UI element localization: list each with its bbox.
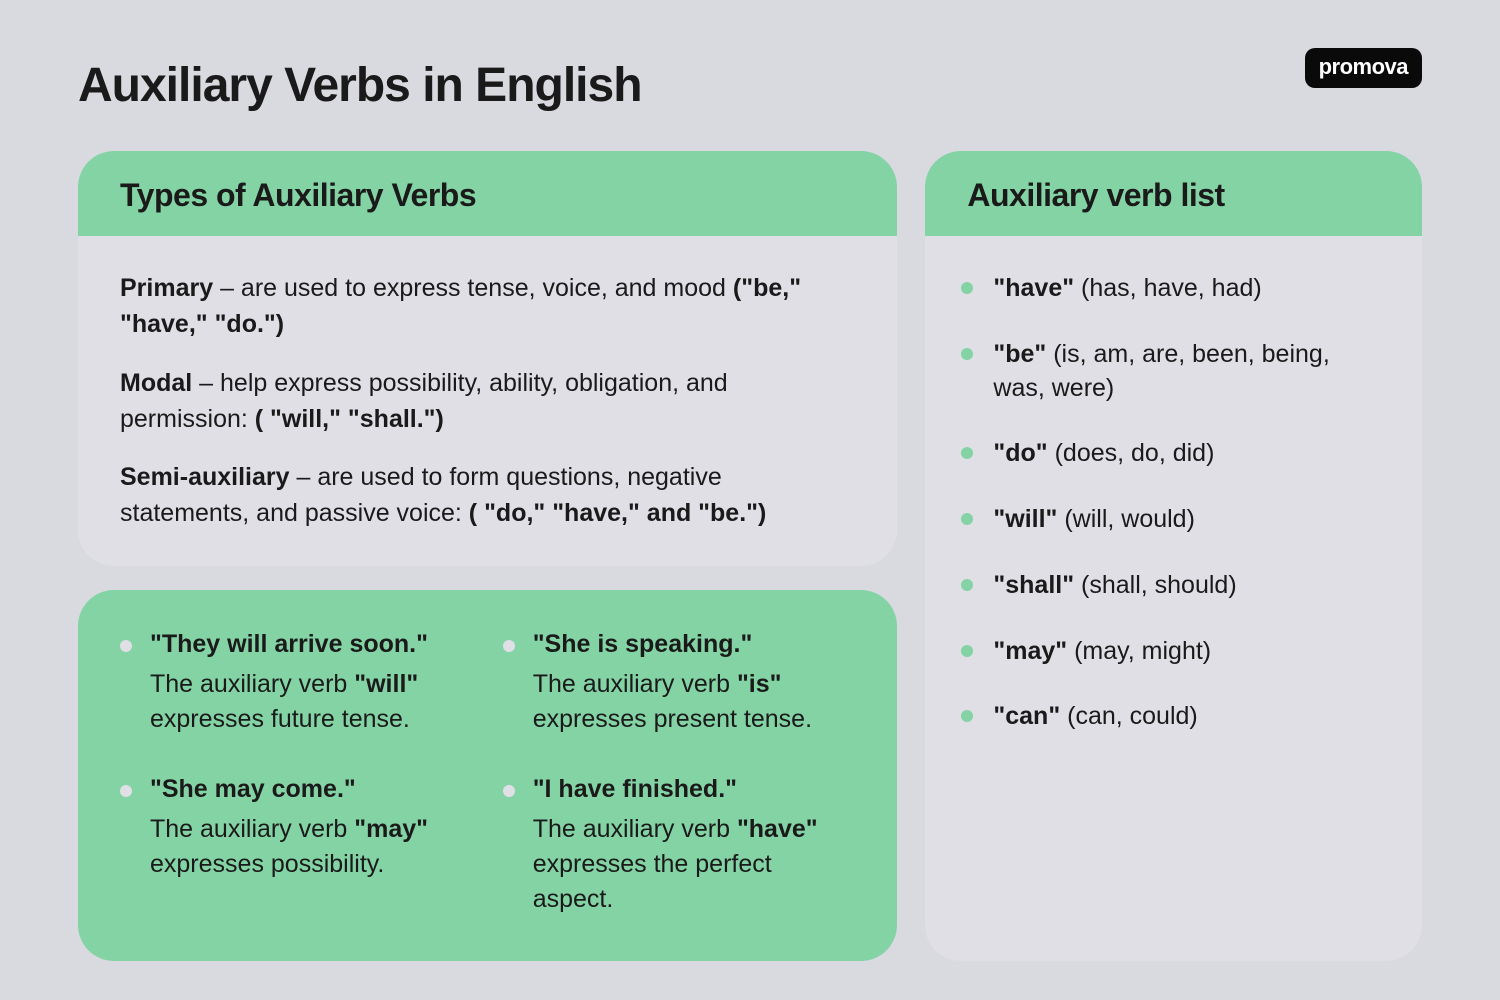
explain-post: expresses possibility. <box>150 850 384 878</box>
explain-bold: "may" <box>354 815 428 843</box>
example-quote: "I have finished." <box>533 775 856 804</box>
explain-pre: The auxiliary verb <box>150 815 354 843</box>
explain-pre: The auxiliary verb <box>533 815 737 843</box>
example-explanation: The auxiliary verb "will" expresses futu… <box>150 667 473 737</box>
content-columns: Types of Auxiliary Verbs Primary – are u… <box>78 151 1422 961</box>
page-title: Auxiliary Verbs in English <box>78 58 1422 113</box>
verb-term: "do" <box>993 439 1047 467</box>
example-item: "She is speaking." The auxiliary verb "i… <box>503 630 856 737</box>
verb-term: "have" <box>993 274 1074 302</box>
examples-panel: "They will arrive soon." The auxiliary v… <box>78 590 897 961</box>
explain-post: expresses the perfect aspect. <box>533 850 772 913</box>
list-item: "have" (has, have, had) <box>961 272 1386 306</box>
verb-forms: (will, would) <box>1057 505 1195 533</box>
verb-forms: (can, could) <box>1060 702 1198 730</box>
list-item: "will" (will, would) <box>961 503 1386 537</box>
example-item: "She may come." The auxiliary verb "may"… <box>120 775 473 917</box>
example-explanation: The auxiliary verb "may" expresses possi… <box>150 812 473 882</box>
example-explanation: The auxiliary verb "is" expresses presen… <box>533 667 856 737</box>
list-body: "have" (has, have, had) "be" (is, am, ar… <box>925 236 1422 961</box>
left-column: Types of Auxiliary Verbs Primary – are u… <box>78 151 897 961</box>
verb-term: "be" <box>993 340 1046 368</box>
verb-forms: (does, do, did) <box>1048 439 1215 467</box>
type-name: Modal <box>120 369 192 397</box>
explain-bold: "will" <box>354 670 418 698</box>
example-item: "I have finished." The auxiliary verb "h… <box>503 775 856 917</box>
explain-bold: "have" <box>737 815 818 843</box>
explain-pre: The auxiliary verb <box>533 670 737 698</box>
example-item: "They will arrive soon." The auxiliary v… <box>120 630 473 737</box>
list-header: Auxiliary verb list <box>925 151 1422 236</box>
types-body: Primary – are used to express tense, voi… <box>78 236 897 566</box>
list-item: "do" (does, do, did) <box>961 437 1386 471</box>
type-name: Semi-auxiliary <box>120 463 290 491</box>
type-modal: Modal – help express possibility, abilit… <box>120 365 855 438</box>
verb-term: "shall" <box>993 571 1074 599</box>
explain-pre: The auxiliary verb <box>150 670 354 698</box>
verb-term: "will" <box>993 505 1057 533</box>
types-header: Types of Auxiliary Verbs <box>78 151 897 236</box>
type-primary: Primary – are used to express tense, voi… <box>120 270 855 343</box>
right-column: Auxiliary verb list "have" (has, have, h… <box>925 151 1422 961</box>
example-explanation: The auxiliary verb "have" expresses the … <box>533 812 856 917</box>
example-quote: "She may come." <box>150 775 473 804</box>
type-desc: – are used to express tense, voice, and … <box>213 274 733 302</box>
type-examples: ( "do," "have," and "be.") <box>469 499 767 527</box>
explain-post: expresses present tense. <box>533 705 812 733</box>
list-item: "shall" (shall, should) <box>961 569 1386 603</box>
brand-logo: promova <box>1305 48 1422 88</box>
verb-term: "may" <box>993 637 1067 665</box>
verb-forms: (may, might) <box>1067 637 1211 665</box>
verb-forms: (has, have, had) <box>1074 274 1262 302</box>
verb-forms: (shall, should) <box>1074 571 1237 599</box>
explain-bold: "is" <box>737 670 782 698</box>
type-name: Primary <box>120 274 213 302</box>
type-examples: ( "will," "shall.") <box>255 405 444 433</box>
list-item: "be" (is, am, are, been, being, was, wer… <box>961 338 1386 406</box>
list-item: "may" (may, might) <box>961 635 1386 669</box>
example-quote: "They will arrive soon." <box>150 630 473 659</box>
explain-post: expresses future tense. <box>150 705 410 733</box>
verb-term: "can" <box>993 702 1060 730</box>
example-quote: "She is speaking." <box>533 630 856 659</box>
list-item: "can" (can, could) <box>961 700 1386 734</box>
type-semi-auxiliary: Semi-auxiliary – are used to form questi… <box>120 459 855 532</box>
verb-list: "have" (has, have, had) "be" (is, am, ar… <box>961 272 1386 734</box>
